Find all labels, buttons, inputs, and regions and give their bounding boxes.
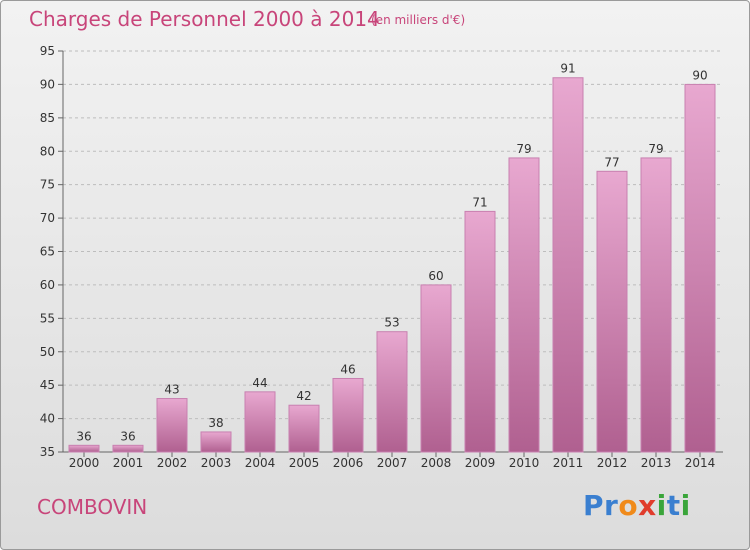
x-tick-label: 2008 [421,456,452,470]
bars [68,77,716,453]
proxiti-logo: Proxiti [583,489,691,522]
x-tick-label: 2012 [597,456,628,470]
data-label: 79 [648,142,663,156]
x-tick-label: 2001 [113,456,144,470]
bar [332,377,364,453]
bar [508,157,540,453]
logo-letter: x [638,489,657,522]
data-label: 71 [472,195,487,209]
y-tick-label: 95 [40,44,55,58]
data-label: 60 [428,269,443,283]
logo-letter: i [680,489,691,522]
bar [244,391,276,453]
x-tick-label: 2006 [333,456,364,470]
x-tick-label: 2013 [641,456,672,470]
y-tick-label: 40 [40,412,55,426]
x-tick-label: 2010 [509,456,540,470]
y-tick-label: 85 [40,111,55,125]
x-tick-label: 2004 [245,456,276,470]
y-tick-label: 80 [40,144,55,158]
y-tick-label: 75 [40,178,55,192]
bar [464,210,496,453]
bar [376,331,408,453]
y-tick-label: 45 [40,378,55,392]
x-tick-label: 2002 [157,456,188,470]
y-tick-label: 55 [40,311,55,325]
logo-letter: r [604,489,619,522]
logo-letter: t [666,489,681,522]
data-label: 77 [604,155,619,169]
data-label: 53 [384,316,399,330]
commune-name: COMBOVIN [37,495,148,519]
data-label: 36 [76,429,91,443]
data-label: 42 [296,389,311,403]
data-labels: 36 36 43 38 44 42 46 53 60 71 79 91 77 79 90 [76,62,707,444]
x-tick-label: 2011 [553,456,584,470]
logo-letter: P [583,489,605,522]
y-tick-label: 35 [40,445,55,459]
data-label: 43 [164,383,179,397]
bar [200,431,232,453]
bar [112,444,144,453]
x-tick-label: 2003 [201,456,232,470]
data-label: 38 [208,416,223,430]
data-label: 79 [516,142,531,156]
bar [68,444,100,453]
x-tick-label: 2014 [685,456,716,470]
y-tick-label: 65 [40,245,55,259]
x-tick-label: 2007 [377,456,408,470]
x-tick-label: 2005 [289,456,320,470]
data-label: 46 [340,362,355,376]
y-tick-label: 90 [40,77,55,91]
x-tick-labels: 2000 2001 2002 2003 2004 2005 2006 2007 2008 2009… [69,456,716,470]
x-tick-label: 2009 [465,456,496,470]
data-label: 36 [120,429,135,443]
bar [596,170,628,453]
bar [420,284,452,453]
y-tick-label: 50 [40,345,55,359]
logo-letter: i [656,489,667,522]
chart-title: Charges de Personnel 2000 à 2014 [29,7,380,31]
bar [684,83,716,453]
y-tick-label: 70 [40,211,55,225]
bar [288,404,320,453]
x-tick-label: 2000 [69,456,100,470]
data-label: 90 [692,68,707,82]
y-tick-label: 60 [40,278,55,292]
chart-subtitle: (en milliers d'€) [371,13,466,27]
logo-letter: o [618,489,639,522]
y-tick-labels: 35 40 45 50 55 60 65 70 75 80 85 90 95 [40,44,55,459]
bar [640,157,672,453]
bar [552,77,584,453]
data-label: 44 [252,376,267,390]
bar [156,398,188,453]
data-label: 91 [560,62,575,76]
